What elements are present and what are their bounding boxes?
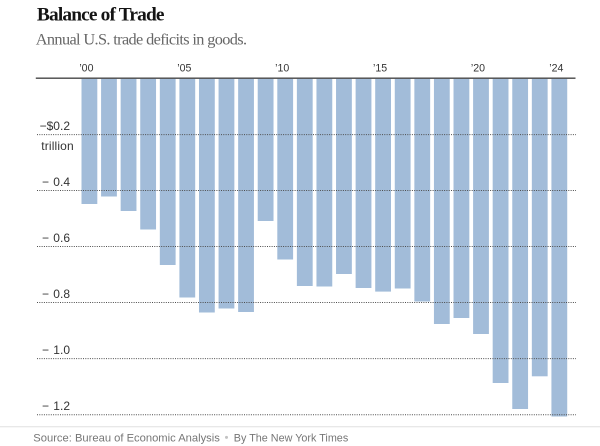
svg-text:Balance of Trade: Balance of Trade <box>37 5 165 26</box>
svg-text:Annual U.S. trade deficits in: Annual U.S. trade deficits in goods. <box>36 30 247 49</box>
svg-text:’00: ’00 <box>79 62 93 74</box>
svg-text:− 0.4: − 0.4 <box>42 175 70 189</box>
svg-text:By The New York Times: By The New York Times <box>234 432 349 444</box>
svg-text:− 1.0: − 1.0 <box>42 343 70 357</box>
svg-text:trillion: trillion <box>41 139 74 153</box>
svg-text:’20: ’20 <box>471 62 485 74</box>
svg-text:’05: ’05 <box>177 62 191 74</box>
svg-text:’15: ’15 <box>373 62 387 74</box>
svg-text:’10: ’10 <box>275 62 289 74</box>
svg-text:− 0.8: − 0.8 <box>42 287 70 301</box>
svg-text:−$0.2: −$0.2 <box>40 119 71 133</box>
svg-text:’24: ’24 <box>549 62 563 74</box>
svg-text:− 1.2: − 1.2 <box>42 399 70 413</box>
svg-text:− 0.6: − 0.6 <box>42 231 70 245</box>
svg-text:Source: Bureau of Economic Ana: Source: Bureau of Economic Analysis <box>33 432 220 444</box>
